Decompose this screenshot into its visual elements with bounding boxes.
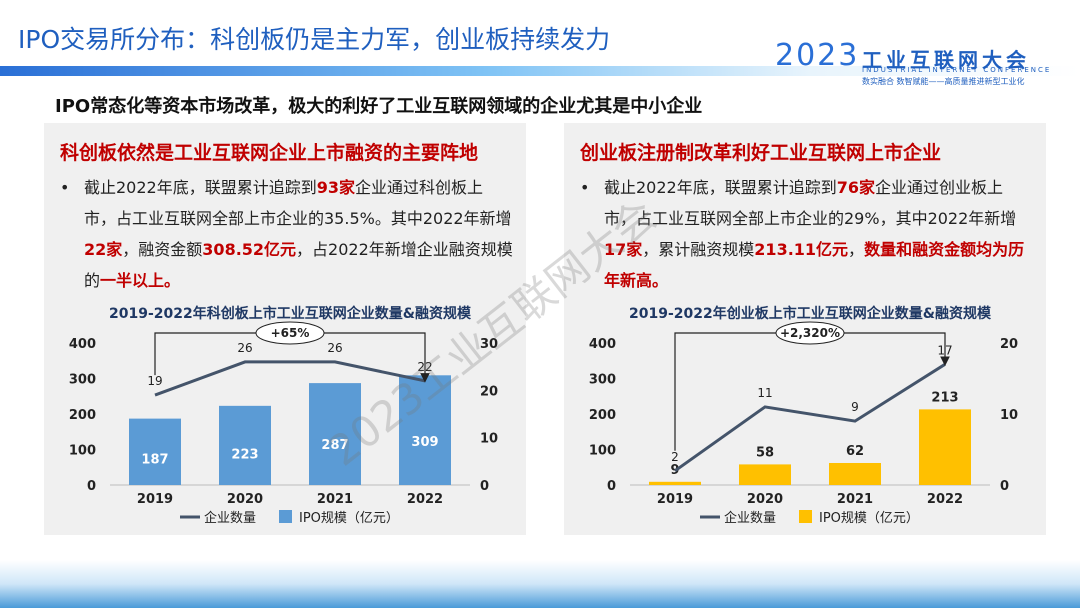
legend-swatch <box>799 510 812 523</box>
y-tick-label: 200 <box>589 408 616 423</box>
bar <box>739 464 791 485</box>
y-tick-label: 200 <box>69 408 96 423</box>
y2-tick-label: 20 <box>480 384 498 399</box>
subtitle: IPO常态化等资本市场改革，极大的利好了工业互联网领域的企业尤其是中小企业 <box>55 96 703 117</box>
x-tick-label: 2020 <box>227 492 263 507</box>
bullet-text: 一半以上。 <box>100 271 181 290</box>
annotation-bracket <box>674 332 950 451</box>
line-label: 11 <box>757 386 772 400</box>
bullet-text: 22家 <box>84 240 123 259</box>
bullet-text: ，融资金额 <box>122 240 203 259</box>
bullet-text: 17家 <box>604 240 643 259</box>
bar-label: 287 <box>321 438 348 453</box>
line-label: 19 <box>147 374 162 388</box>
bar <box>829 462 881 485</box>
line-label: 9 <box>851 400 859 414</box>
line <box>154 360 426 397</box>
logo-tagline: 数实融合 数智赋能——高质量推进新型工业化 <box>862 77 1025 86</box>
legend-label: 企业数量 <box>724 510 776 526</box>
footer-band <box>0 560 1080 608</box>
line-label: 2 <box>671 450 679 464</box>
bullet-text: 截止2022年底，联盟累计追踪到 <box>84 178 317 197</box>
y2-tick-label: 20 <box>1000 337 1018 352</box>
annotation-ellipse <box>775 321 845 345</box>
page-title: IPO交易所分布：科创板仍是主力军，创业板持续发力 <box>18 25 611 54</box>
logo-year: 2023 <box>775 38 860 73</box>
x-tick-label: 2021 <box>317 492 353 507</box>
bar-label: 58 <box>756 445 774 460</box>
y2-tick-label: 0 <box>1000 479 1009 494</box>
header-band <box>0 66 1080 76</box>
legend-label: IPO规模（亿元） <box>299 511 399 526</box>
bullet-text: 数量和融资金额均为历年新高。 <box>604 240 1025 290</box>
legend-swatch <box>279 510 292 523</box>
bullet-text: 308.52亿元 <box>202 240 297 259</box>
logo-subtitle: INDUSTRIAL INTERNET CONFERENCE <box>862 66 1052 74</box>
bullet-text: 76家 <box>836 178 876 197</box>
y2-tick-label: 10 <box>480 432 498 447</box>
y-tick-label: 300 <box>589 373 616 388</box>
x-tick-label: 2021 <box>837 492 873 507</box>
y-tick-label: 400 <box>589 337 616 352</box>
bullet-text: 93家 <box>316 178 356 197</box>
y-tick-label: 300 <box>69 373 96 388</box>
bar <box>309 383 361 485</box>
bar <box>219 405 271 485</box>
legend-label: IPO规模（亿元） <box>819 511 919 526</box>
bar <box>399 375 451 485</box>
y2-tick-label: 30 <box>480 337 498 352</box>
bullet-text: 企业通过科创板上市，占工业互联网全部上市企业的35.5%。其中2022年新增 <box>84 178 512 228</box>
bar <box>649 481 701 485</box>
bullet-text: ， <box>848 240 865 259</box>
bar <box>129 418 181 485</box>
annotation: +2,320% <box>780 326 840 340</box>
chart-title: 2019-2022年创业板上市工业互联网企业数量&融资规模 <box>629 305 992 322</box>
bar <box>919 409 971 485</box>
y-tick-label: 100 <box>69 444 96 459</box>
y-tick-label: 100 <box>589 444 616 459</box>
annotation: +65% <box>271 326 310 340</box>
legend-label: 企业数量 <box>204 510 256 526</box>
bar-label: 62 <box>846 444 864 459</box>
bullet: 截止2022年底，联盟累计追踪到93家企业通过科创板上市，占工业互联网全部上市企… <box>58 172 514 296</box>
panel-heading: 创业板注册制改革利好工业互联网上市企业 <box>580 142 942 164</box>
y-tick-label: 400 <box>69 337 96 352</box>
x-tick-label: 2019 <box>137 492 173 507</box>
bullet-text: ，累计融资规模 <box>642 240 755 259</box>
y-tick-label: 0 <box>87 479 96 494</box>
x-tick-label: 2019 <box>657 492 693 507</box>
x-tick-label: 2022 <box>407 492 443 507</box>
bar-label: 309 <box>411 435 438 450</box>
y2-tick-label: 0 <box>480 479 489 494</box>
bullet-text: ，占2022年新增企业融资规模的 <box>84 240 513 290</box>
y2-tick-label: 10 <box>1000 408 1018 423</box>
y-tick-label: 0 <box>607 479 616 494</box>
line <box>674 363 946 473</box>
bar-label: 223 <box>231 447 258 462</box>
bar-label: 213 <box>931 390 958 405</box>
bullet: 截止2022年底，联盟累计追踪到76家企业通过创业板上市，占工业互联网全部上市企… <box>578 172 1034 296</box>
chart-title: 2019-2022年科创板上市工业互联网企业数量&融资规模 <box>109 305 472 322</box>
logo-title: 工业互联网大会 <box>862 48 1030 72</box>
annotation-ellipse <box>255 321 325 345</box>
x-tick-label: 2020 <box>747 492 783 507</box>
bar-label: 187 <box>141 452 168 467</box>
panel-heading: 科创板依然是工业互联网企业上市融资的主要阵地 <box>60 142 479 164</box>
line-label: 26 <box>237 341 252 355</box>
bullet-text: 企业通过创业板上市，占工业互联网全部上市企业的29%，其中2022年新增 <box>604 178 1017 228</box>
x-tick-label: 2022 <box>927 492 963 507</box>
line-label: 26 <box>327 341 342 355</box>
bullet-text: 截止2022年底，联盟累计追踪到 <box>604 178 837 197</box>
bullet-text: 213.11亿元 <box>754 240 849 259</box>
